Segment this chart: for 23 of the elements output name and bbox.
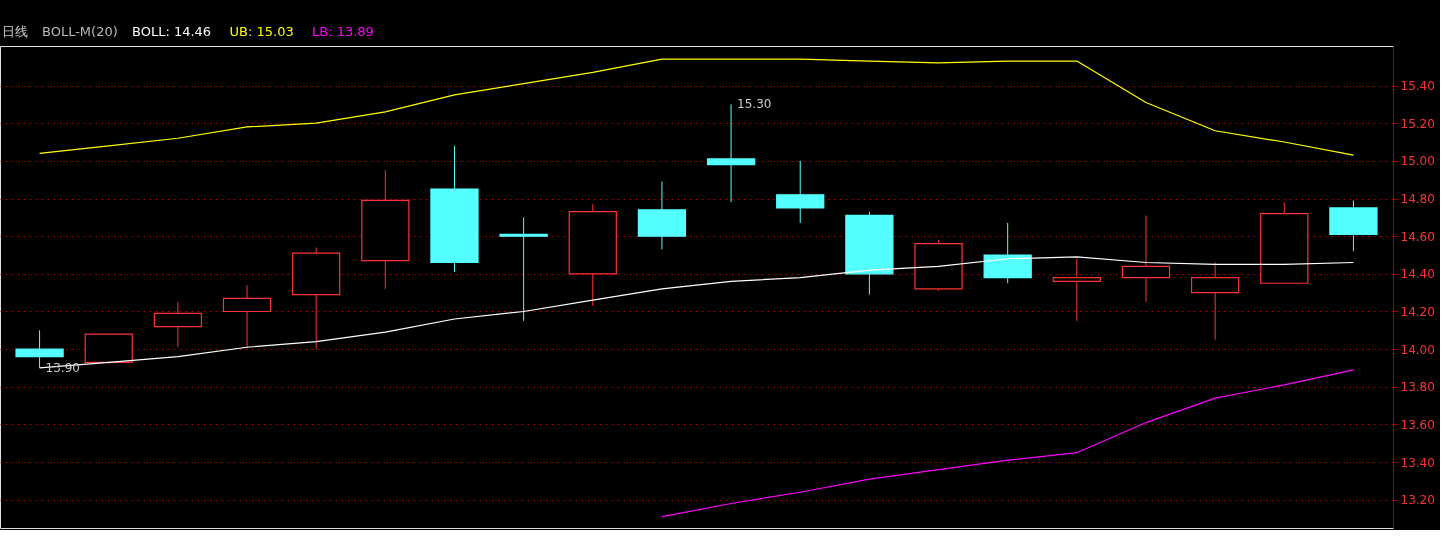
y-tick-label: 13.60 xyxy=(1400,417,1435,432)
y-tick-label: 15.20 xyxy=(1400,116,1435,131)
candlestick xyxy=(1121,214,1171,303)
line-series xyxy=(38,58,1355,156)
candlestick xyxy=(1052,258,1101,322)
y-tick-label: 15.00 xyxy=(1400,154,1435,169)
y-tick-label: 13.40 xyxy=(1400,455,1435,470)
y-tick-label: 15.40 xyxy=(1400,79,1435,94)
annotation: 15.30 xyxy=(737,97,772,112)
text: BOLL: 14.46 xyxy=(132,24,212,39)
legend-title: BOLL-M(20) xyxy=(42,24,118,39)
text: LB: 13.89 xyxy=(312,24,374,39)
y-tick-label: 13.20 xyxy=(1400,493,1435,508)
y-tick-label: 14.40 xyxy=(1400,267,1435,282)
chart-title: 日线 xyxy=(2,24,28,39)
y-tick-label: 14.60 xyxy=(1400,229,1435,244)
text: UB: 15.03 xyxy=(229,24,294,39)
y-tick-label: 13.80 xyxy=(1400,380,1435,395)
line-series xyxy=(661,369,1355,518)
y-tick-label: 14.80 xyxy=(1400,192,1435,207)
y-tick-label: 14.00 xyxy=(1400,342,1435,357)
y-tick-label: 14.20 xyxy=(1400,304,1435,319)
candlestick xyxy=(499,216,548,322)
